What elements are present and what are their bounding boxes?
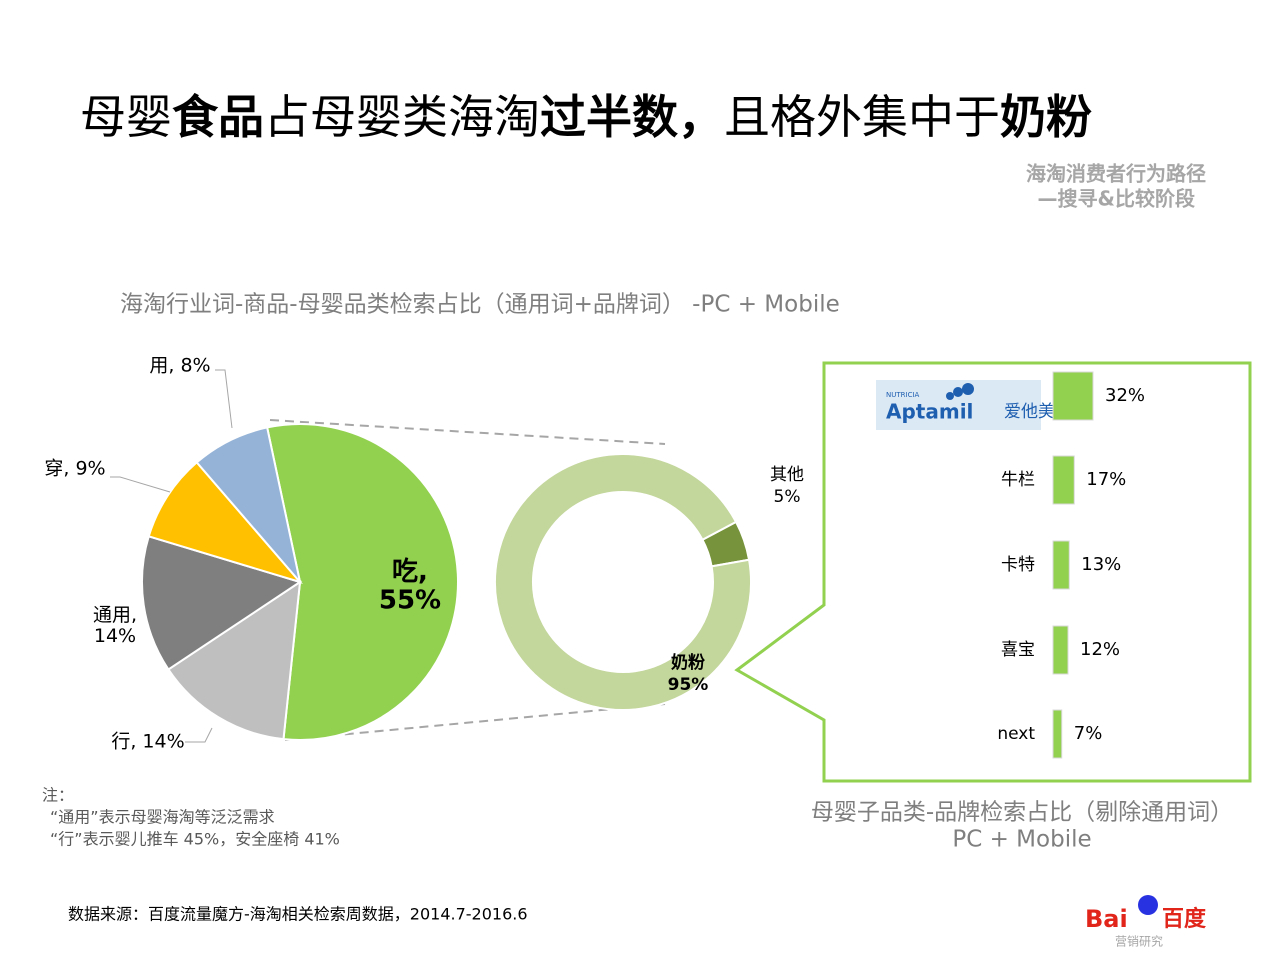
pie-slice <box>147 460 304 584</box>
donut-segment <box>494 453 752 711</box>
logo-dot <box>946 392 954 400</box>
pie-label-line: 吃, <box>392 557 428 587</box>
donut-value: 95% <box>668 675 709 695</box>
pie-label: 穿, 9% <box>44 458 105 480</box>
logo-name: Aptamil <box>886 400 973 424</box>
source: 数据来源：百度流量魔方-海淘相关检索周数据，2014.7-2016.6 <box>68 905 528 924</box>
bar-title: PC + Mobile <box>952 827 1091 853</box>
donut-value: 5% <box>774 487 801 507</box>
subtitle: 海淘消费者行为路径 <box>1026 162 1206 186</box>
bar <box>1052 455 1075 505</box>
bar-value: 12% <box>1080 639 1120 660</box>
donut-category: 其他 <box>770 465 804 485</box>
title-part: 且格外集中于 <box>724 90 1000 144</box>
bar-category: 牛栏 <box>1001 470 1035 490</box>
leader-line <box>185 727 213 743</box>
title-part: 占母婴类海淘 <box>264 90 540 144</box>
title-part: 母婴 <box>80 90 172 144</box>
pie-label: 通用, 14% <box>93 604 137 647</box>
bar <box>1052 540 1070 590</box>
donut-category: 奶粉 <box>671 652 705 673</box>
bar-category: 喜宝 <box>1001 640 1035 660</box>
leader-line <box>215 369 233 429</box>
bar <box>1052 709 1063 759</box>
connector <box>284 703 666 741</box>
title-part: 食品 <box>172 90 264 144</box>
bar-category: next <box>997 724 1035 744</box>
leader-line <box>110 476 171 493</box>
pie-label: 行, 14% <box>111 731 184 753</box>
note: “行”表示婴儿推车 45%，安全座椅 41% <box>50 830 340 849</box>
logo-maker: NUTRICIA <box>886 391 920 399</box>
footer-logo: 百度 <box>1162 906 1207 932</box>
connector <box>269 419 666 445</box>
title-part: 过半数， <box>540 90 724 144</box>
pie-label-line: 通用, <box>93 604 137 626</box>
footer-logo-paw <box>1138 895 1158 915</box>
bar-value: 7% <box>1074 723 1103 744</box>
bar-value: 32% <box>1105 385 1145 406</box>
pie-slice <box>265 423 459 741</box>
bar-title: 母婴子品类-品牌检索占比（剔除通用词） <box>811 800 1233 826</box>
pie-title: 海淘行业词-商品-母婴品类检索占比（通用词+品牌词） -PC + Mobile <box>120 292 840 318</box>
pie-label-line: 14% <box>94 624 136 646</box>
pie-label: 用, 8% <box>149 355 210 377</box>
bar-value: 17% <box>1086 469 1126 490</box>
title-part: 奶粉 <box>1000 90 1092 144</box>
bar <box>1052 625 1069 675</box>
footer-caption: 营销研究 <box>1115 934 1163 949</box>
bar <box>1052 371 1094 421</box>
logo-name-cn: 爱他美 <box>1004 402 1055 422</box>
logo-dot <box>953 387 963 397</box>
logo-dot <box>962 383 974 395</box>
pie-label-line: 55% <box>379 585 441 615</box>
subtitle: —搜寻&比较阶段 <box>1038 187 1195 211</box>
note: 注： <box>42 786 74 805</box>
slide-title: 母婴食品占母婴类海淘过半数，且格外集中于奶粉 <box>80 90 1092 144</box>
callout-box <box>734 361 1252 783</box>
bar-category: 卡特 <box>1001 555 1035 575</box>
footer-logo: Bai <box>1085 905 1128 933</box>
pie-label: 吃, 55% <box>379 557 441 616</box>
pie-slice <box>141 535 303 671</box>
bar-value: 13% <box>1081 554 1121 575</box>
note: “通用”表示母婴海淘等泛泛需求 <box>50 808 275 827</box>
pie-slice <box>167 579 302 741</box>
pie-slice <box>195 426 301 583</box>
